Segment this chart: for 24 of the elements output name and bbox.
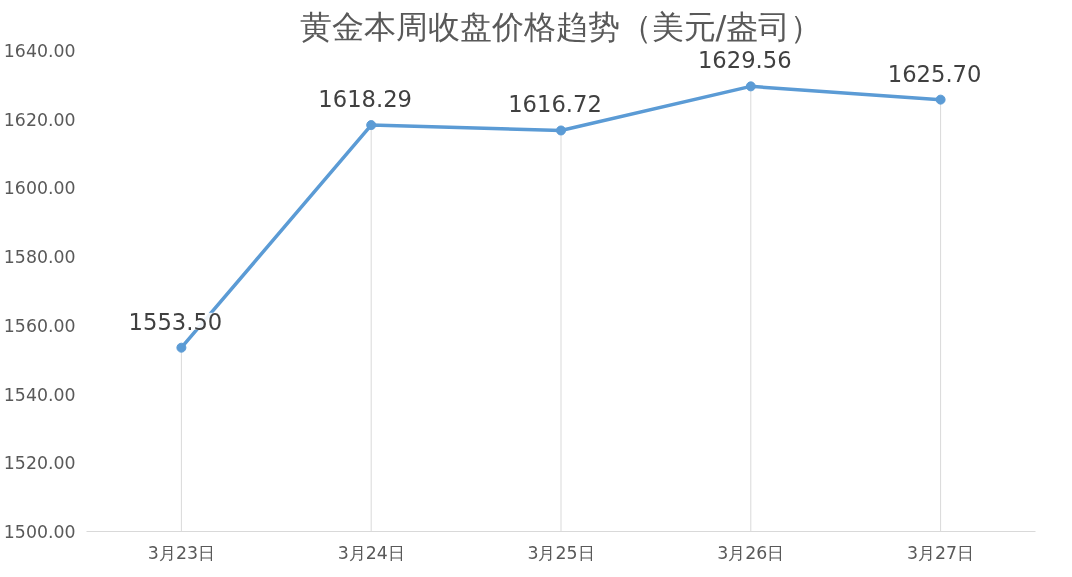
data-label: 1553.50 [128,308,223,335]
point [176,342,187,353]
data-label: 1625.70 [887,60,982,87]
chart-title: 黄金本周收盘价格趋势（美元/盎司） [299,7,823,46]
x-tick-label: 3月23日 [147,542,215,563]
point [366,120,377,131]
x-tick-label: 3月26日 [717,542,785,563]
data-label: 1616.72 [508,91,602,118]
y-tick-label: 1520.00 [3,453,76,474]
y-tick-label: 1500.00 [3,522,76,542]
x-tick-label: 3月24日 [337,542,405,563]
y-tick-label: 1540.00 [3,384,76,405]
y-tick-label: 1580.00 [3,247,76,268]
data-label: 1618.29 [318,86,413,113]
point [935,94,946,105]
y-tick-label: 1600.00 [3,178,76,199]
y-tick-label: 1620.00 [3,109,76,130]
point [745,81,756,92]
x-tick-label: 3月25日 [527,542,595,563]
point [556,125,566,136]
y-tick-label: 1640.00 [3,41,76,61]
y-tick-label: 1560.00 [3,315,76,336]
data-label: 1629.56 [697,47,792,74]
x-tick-label: 3月27日 [907,542,975,563]
